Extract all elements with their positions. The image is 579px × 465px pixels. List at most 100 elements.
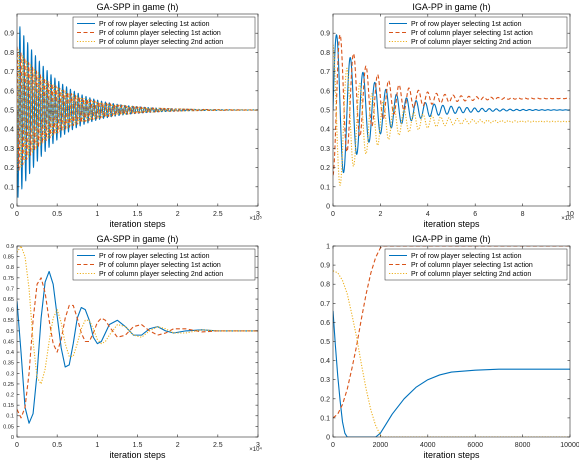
x-axis-exponent-tr: ×10⁴ bbox=[561, 215, 574, 222]
y-tick-label-tr-4: 0.4 bbox=[320, 127, 330, 134]
chart-title-tl: GA-SPP in game (h) bbox=[97, 2, 179, 12]
y-tick-label-bl-12: 0.6 bbox=[6, 308, 14, 314]
legend-label-bl-2: Pr of column player selecting 2nd action bbox=[99, 271, 223, 278]
x-tick-label-tl-6: 3 bbox=[256, 211, 260, 218]
x-axis-exponent-bl: ×10⁴ bbox=[249, 446, 262, 453]
y-tick-label-bl-10: 0.5 bbox=[6, 329, 14, 335]
y-tick-label-bl-16: 0.8 bbox=[6, 265, 14, 271]
y-tick-label-tl-3: 0.3 bbox=[4, 146, 14, 153]
y-tick-label-bl-1: 0.05 bbox=[3, 424, 14, 430]
y-tick-label-tl-8: 0.8 bbox=[4, 50, 14, 57]
y-tick-label-bl-13: 0.65 bbox=[3, 297, 14, 303]
chart-title-br: IGA-PP in game (h) bbox=[412, 234, 490, 244]
chart-panel-bl: 0 0.5 1 1.5 2 2.5 3 0 0.05 0.1 0.15 0.2 0.25 0.3 0.35 0… bbox=[3, 234, 262, 460]
legend-br bbox=[384, 248, 568, 281]
y-tick-label-br-5: 0.5 bbox=[320, 339, 330, 346]
series-line-bl-2 bbox=[17, 246, 258, 385]
x-axis-label-br: iteration steps bbox=[423, 450, 480, 460]
y-tick-label-tr-3: 0.3 bbox=[320, 146, 330, 153]
legend-label-tl-0: Pr of row player selecting 1st action bbox=[99, 21, 210, 28]
y-tick-label-bl-5: 0.25 bbox=[3, 382, 14, 388]
x-tick-label-br-0: 0 bbox=[331, 442, 335, 449]
x-tick-label-tl-0: 0 bbox=[15, 211, 19, 218]
y-tick-label-bl-11: 0.55 bbox=[3, 318, 14, 324]
x-tick-label-tr-2: 4 bbox=[426, 211, 430, 218]
y-tick-label-br-8: 0.8 bbox=[320, 282, 330, 289]
y-tick-label-bl-6: 0.3 bbox=[6, 371, 14, 377]
x-tick-label-tr-0: 0 bbox=[331, 211, 335, 218]
legend-label-bl-0: Pr of row player selecting 1st action bbox=[99, 253, 210, 260]
series-line-br-0 bbox=[333, 310, 570, 437]
legend-label-tr-1: Pr of column player selecting 1st action bbox=[411, 30, 533, 37]
y-tick-label-tr-1: 0.1 bbox=[320, 184, 330, 191]
chart-title-bl: GA-SPP in game (h) bbox=[97, 234, 179, 244]
y-tick-label-bl-0: 0 bbox=[11, 435, 14, 441]
y-tick-label-tl-5: 0.5 bbox=[4, 107, 14, 114]
series-line-tr-1 bbox=[333, 34, 570, 176]
y-tick-label-tr-5: 0.5 bbox=[320, 107, 330, 114]
x-tick-label-br-3: 6000 bbox=[467, 442, 483, 449]
y-tick-label-br-2: 0.2 bbox=[320, 396, 330, 403]
legend-label-tr-2: Pr of column player selcting 2nd action bbox=[411, 39, 531, 46]
x-tick-label-tr-3: 6 bbox=[473, 211, 477, 218]
y-tick-label-br-7: 0.7 bbox=[320, 301, 330, 308]
series-line-tr-2 bbox=[333, 44, 570, 186]
chart-panel-tl: 0 0.5 1 1.5 2 2.5 3 0 0.1 0.2 0.3 0.4 0.5 0.6 0.7 0.8 0.… bbox=[4, 2, 262, 229]
series-line-tl-2 bbox=[17, 49, 258, 174]
y-tick-label-tl-1: 0.1 bbox=[4, 184, 14, 191]
legend-label-bl-1: Pr of column player selecting 1st action bbox=[99, 262, 221, 269]
legend-label-br-2: Pr of column player selcting 2nd action bbox=[411, 271, 531, 278]
y-tick-label-br-0: 0 bbox=[326, 434, 330, 441]
y-tick-label-tl-7: 0.7 bbox=[4, 69, 14, 76]
legend-bl bbox=[72, 248, 256, 281]
series-line-bl-0 bbox=[17, 270, 258, 424]
y-tick-label-tr-2: 0.2 bbox=[320, 165, 330, 172]
x-tick-label-tr-4: 8 bbox=[521, 211, 525, 218]
x-tick-label-bl-6: 3 bbox=[256, 442, 260, 449]
y-tick-label-br-9: 0.9 bbox=[320, 263, 330, 270]
legend-label-tl-1: Pr of column player selecting 1st action bbox=[99, 30, 221, 37]
chart-panel-br: 0 2000 4000 6000 8000 10000 0 0.1 0.2 0.3 0.4 0.5 0.… bbox=[320, 234, 579, 460]
y-tick-label-tl-0: 0 bbox=[10, 203, 14, 210]
y-tick-label-tl-2: 0.2 bbox=[4, 165, 14, 172]
legend-label-tl-2: Pr of column player selecting 2nd action bbox=[99, 39, 223, 46]
legend-label-br-0: Pr of row player selecting 1st action bbox=[411, 253, 522, 260]
series-line-tr-0 bbox=[333, 34, 570, 174]
x-tick-label-br-4: 8000 bbox=[515, 442, 531, 449]
y-tick-label-br-6: 0.6 bbox=[320, 320, 330, 327]
x-tick-label-tl-1: 0.5 bbox=[52, 211, 62, 218]
y-tick-label-br-3: 0.3 bbox=[320, 377, 330, 384]
x-tick-label-br-2: 4000 bbox=[420, 442, 436, 449]
x-axis-exponent-tl: ×10⁵ bbox=[249, 215, 262, 222]
x-tick-label-tl-2: 1 bbox=[95, 211, 99, 218]
y-tick-label-tr-7: 0.7 bbox=[320, 69, 330, 76]
x-tick-label-bl-0: 0 bbox=[15, 442, 19, 449]
y-tick-label-tr-8: 0.8 bbox=[320, 50, 330, 57]
x-tick-label-bl-4: 2 bbox=[176, 442, 180, 449]
x-tick-label-tl-4: 2 bbox=[176, 211, 180, 218]
y-tick-label-tr-6: 0.6 bbox=[320, 88, 330, 95]
series-line-bl-1 bbox=[17, 277, 258, 419]
y-tick-label-bl-15: 0.75 bbox=[3, 276, 14, 282]
legend-label-br-1: Pr of column player selecting 1st action bbox=[411, 262, 533, 269]
x-axis-label-tl: iteration steps bbox=[109, 219, 166, 229]
y-tick-label-br-4: 0.4 bbox=[320, 358, 330, 365]
y-tick-label-bl-7: 0.35 bbox=[3, 361, 14, 367]
y-tick-label-tl-6: 0.6 bbox=[4, 88, 14, 95]
x-tick-label-br-5: 10000 bbox=[560, 442, 579, 449]
y-tick-label-tl-9: 0.9 bbox=[4, 31, 14, 38]
y-tick-label-tr-0: 0 bbox=[326, 203, 330, 210]
y-tick-label-br-10: 1 bbox=[326, 243, 330, 250]
y-tick-label-br-1: 0.1 bbox=[320, 415, 330, 422]
x-tick-label-bl-1: 0.5 bbox=[52, 442, 62, 449]
y-tick-label-bl-17: 0.85 bbox=[3, 255, 14, 261]
y-tick-label-bl-4: 0.2 bbox=[6, 393, 14, 399]
y-tick-label-tr-9: 0.9 bbox=[320, 31, 330, 38]
x-tick-label-tr-1: 2 bbox=[378, 211, 382, 218]
y-tick-label-tl-4: 0.4 bbox=[4, 127, 14, 134]
x-tick-label-tl-3: 1.5 bbox=[133, 211, 143, 218]
series-line-tl-1 bbox=[17, 46, 258, 171]
y-tick-label-bl-14: 0.7 bbox=[6, 286, 14, 292]
legend-label-tr-0: Pr of row player selecting 1st action bbox=[411, 21, 522, 28]
